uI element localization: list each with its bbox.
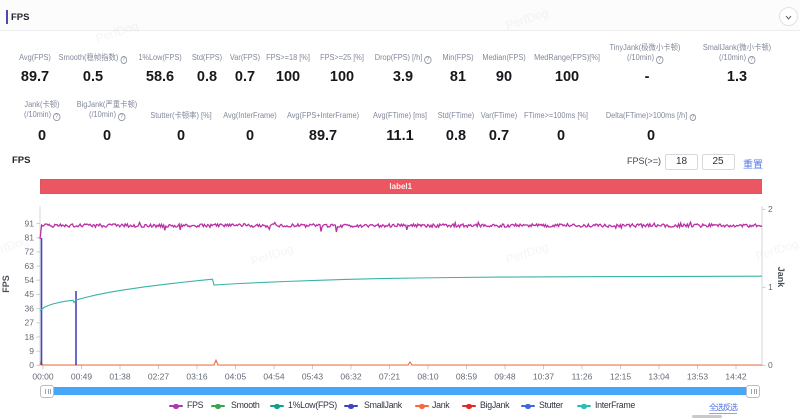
svg-text:03:16: 03:16 (186, 372, 208, 382)
svg-text:06:32: 06:32 (340, 372, 362, 382)
svg-text:91: 91 (25, 218, 35, 228)
svg-text:07:21: 07:21 (379, 372, 401, 382)
svg-text:08:59: 08:59 (456, 372, 478, 382)
svg-text:12:15: 12:15 (610, 372, 632, 382)
svg-text:04:54: 04:54 (263, 372, 285, 382)
svg-text:02:27: 02:27 (148, 372, 170, 382)
svg-text:10:37: 10:37 (533, 372, 555, 382)
svg-text:Jank: Jank (776, 267, 786, 289)
svg-text:27: 27 (25, 318, 35, 328)
svg-text:05:43: 05:43 (302, 372, 324, 382)
svg-text:72: 72 (25, 247, 35, 257)
svg-text:FPS: FPS (1, 275, 11, 293)
svg-text:14:42: 14:42 (725, 372, 747, 382)
svg-text:18: 18 (25, 332, 35, 342)
svg-text:13:53: 13:53 (687, 372, 709, 382)
svg-text:63: 63 (25, 261, 35, 271)
svg-text:54: 54 (25, 275, 35, 285)
svg-text:1: 1 (768, 282, 773, 292)
svg-text:00:00: 00:00 (32, 372, 54, 382)
svg-text:45: 45 (25, 289, 35, 299)
svg-text:0: 0 (768, 360, 773, 370)
svg-text:09:48: 09:48 (494, 372, 516, 382)
svg-text:04:05: 04:05 (225, 372, 247, 382)
svg-text:0: 0 (29, 360, 34, 370)
svg-text:08:10: 08:10 (417, 372, 439, 382)
svg-text:36: 36 (25, 303, 35, 313)
svg-text:13:04: 13:04 (648, 372, 670, 382)
svg-text:11:26: 11:26 (572, 372, 593, 382)
svg-text:9: 9 (29, 346, 34, 356)
svg-text:2: 2 (768, 204, 773, 214)
svg-text:81: 81 (25, 233, 35, 243)
svg-text:00:49: 00:49 (71, 372, 93, 382)
svg-text:01:38: 01:38 (109, 372, 131, 382)
